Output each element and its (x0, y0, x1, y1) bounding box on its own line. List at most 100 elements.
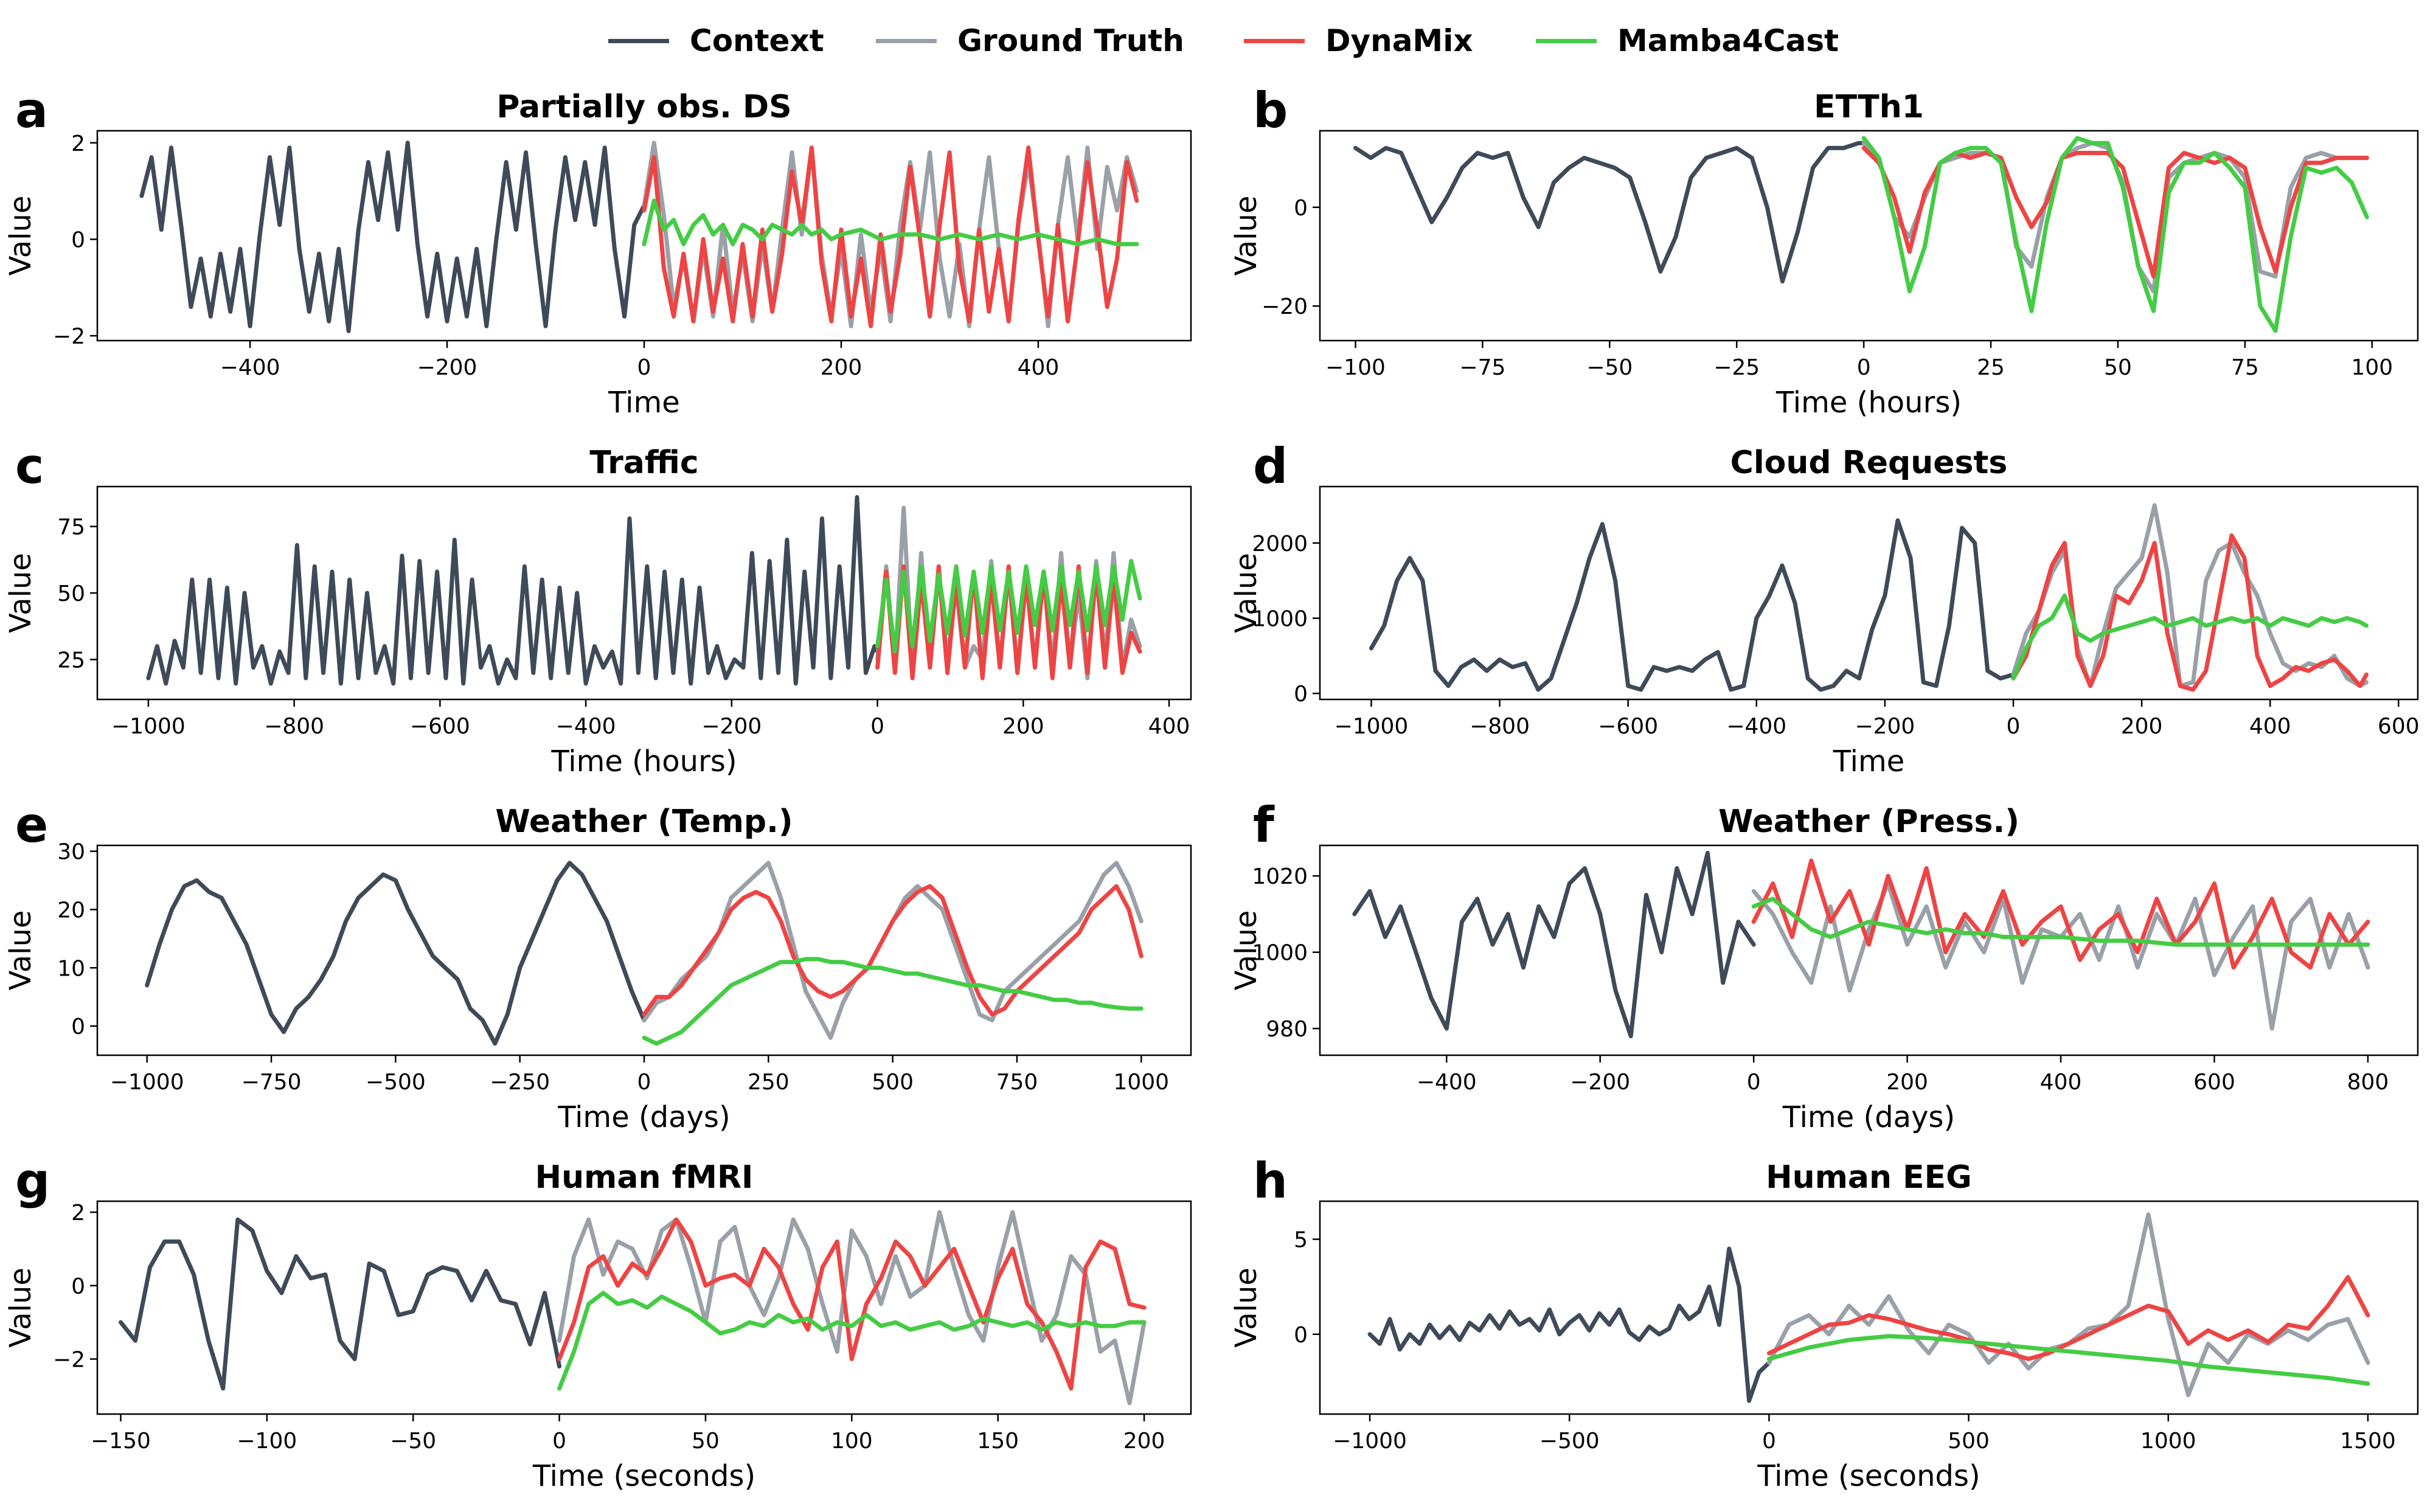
y-tick-label: 1020 (1252, 864, 1308, 889)
panel-title: Weather (Temp.) (495, 803, 793, 840)
y-tick-label: 0 (71, 1014, 85, 1039)
x-tick-label: −50 (390, 1429, 436, 1454)
x-tick-label: 25 (1977, 355, 2005, 380)
legend: Context Ground Truth DynaMix Mamba4Cast (0, 0, 2433, 79)
x-tick-label: 400 (2040, 1070, 2082, 1095)
legend-item-ground-truth: Ground Truth (876, 13, 1184, 68)
y-axis-label: Value (4, 910, 38, 991)
x-tick-label: 400 (2249, 714, 2291, 739)
x-tick-label: −400 (220, 355, 280, 380)
y-tick-label: 0 (1294, 1323, 1308, 1348)
x-axis-label: Time (seconds) (1757, 1459, 1980, 1493)
y-tick-label: 2 (71, 1201, 85, 1226)
series-line-mamba4cast (557, 1291, 1147, 1391)
panel-title: Cloud Requests (1730, 445, 2008, 481)
x-tick-label: 400 (1018, 355, 1060, 380)
x-tick-label: −200 (1855, 714, 1915, 739)
panel-letter: a (15, 82, 48, 139)
x-tick-label: 0 (637, 355, 651, 380)
x-tick-label: −500 (1539, 1429, 1600, 1454)
series-line-mamba4cast (1751, 896, 2370, 947)
x-tick-label: −600 (1598, 714, 1658, 739)
x-tick-label: 200 (2121, 714, 2163, 739)
panel-title: Weather (Press.) (1718, 803, 2019, 840)
legend-swatch-ground-truth (876, 38, 937, 43)
x-axis-label: Time (seconds) (532, 1459, 755, 1493)
series-line-ground-truth (642, 861, 1144, 1040)
x-tick-label: −1000 (110, 1070, 184, 1095)
x-tick-label: 0 (870, 714, 884, 739)
y-tick-label: 20 (57, 898, 85, 923)
x-tick-label: −250 (490, 1070, 550, 1095)
x-axis-label: Time (hours) (550, 744, 737, 779)
panel-c: c Traffic −1000 −800 −600 −400 −200 0 200 400 25 50… (4, 438, 1192, 779)
plot-frame (1319, 485, 2419, 701)
panel-title: Partially obs. DS (496, 89, 791, 125)
x-tick-label: 75 (2231, 355, 2259, 380)
panel-letter: g (15, 1153, 50, 1209)
series-line-context (1352, 851, 1756, 1039)
x-tick-label: 500 (1948, 1429, 1990, 1454)
panel-letter: c (15, 438, 44, 494)
y-tick-label: −20 (1262, 294, 1308, 319)
y-tick-label: 1000 (1252, 606, 1308, 631)
x-tick-label: −400 (556, 714, 616, 739)
y-tick-label: 10 (57, 956, 85, 981)
series-group (1352, 851, 2370, 1039)
series-line-dynamix (642, 145, 1139, 328)
series-line-context (1369, 518, 2016, 692)
panel-b: b ETTh1 −100 −75 −50 −25 0 25 50 75 100 −20 0 Time (h… (1229, 82, 2419, 420)
panel-d: d Cloud Requests −1000 −800 −600 −400 −200 0 200… (1229, 438, 2420, 779)
series-line-mamba4cast (642, 957, 1144, 1046)
x-tick-label: 0 (1747, 1070, 1761, 1095)
series-line-context (1367, 1246, 1771, 1403)
panel-a: a Partially obs. DS −400 −200 0 200 400 −2 0 2 Tim… (4, 82, 1192, 420)
panel-title: Human EEG (1766, 1159, 1972, 1196)
series-line-context (139, 140, 647, 333)
y-axis-label: Value (1229, 910, 1263, 991)
x-tick-label: −150 (91, 1429, 151, 1454)
plot-frame (96, 1200, 1192, 1415)
panel-title: ETTh1 (1814, 89, 1924, 125)
y-tick-label: 5 (1294, 1228, 1308, 1253)
series-line-mamba4cast (2011, 593, 2369, 681)
x-tick-label: 250 (748, 1070, 790, 1095)
x-tick-label: −100 (1325, 355, 1386, 380)
x-tick-label: −200 (417, 355, 477, 380)
x-tick-label: −100 (237, 1429, 297, 1454)
legend-label-mamba4cast: Mamba4Cast (1617, 23, 1839, 58)
panel-h: h Human EEG −1000 −500 0 500 1000 1500 0 5 Time (s… (1229, 1153, 2419, 1493)
x-tick-label: 200 (1002, 714, 1044, 739)
x-tick-label: 500 (872, 1070, 914, 1095)
x-tick-label: 750 (996, 1070, 1038, 1095)
y-axis-label: Value (4, 1268, 38, 1348)
x-tick-label: 600 (2193, 1070, 2235, 1095)
x-axis-label: Time (hours) (1775, 386, 1962, 420)
y-tick-label: 50 (57, 581, 85, 606)
x-tick-label: −500 (366, 1070, 426, 1095)
x-tick-label: 150 (977, 1429, 1019, 1454)
x-tick-label: 600 (2378, 714, 2420, 739)
plot-frame (1319, 1200, 2419, 1415)
series-group (139, 140, 1139, 333)
series-group (146, 495, 1142, 686)
legend-swatch-mamba4cast (1536, 38, 1597, 43)
series-line-dynamix (1766, 1275, 2370, 1361)
x-tick-label: −50 (1586, 355, 1633, 380)
series-line-dynamix (2011, 533, 2369, 692)
y-tick-label: −2 (53, 324, 85, 349)
x-tick-label: 50 (2104, 355, 2132, 380)
series-line-context (145, 861, 647, 1046)
x-tick-label: 200 (1886, 1070, 1928, 1095)
x-tick-label: −400 (1417, 1070, 1477, 1095)
x-tick-label: −25 (1713, 355, 1760, 380)
x-tick-label: 0 (637, 1070, 651, 1095)
series-group (1369, 503, 2369, 692)
series-line-context (146, 495, 880, 686)
plot-frame (96, 844, 1192, 1056)
y-axis-label: Value (4, 553, 38, 633)
legend-item-context: Context (608, 13, 824, 68)
series-line-ground-truth (1766, 1212, 2370, 1398)
y-tick-label: 0 (71, 1274, 85, 1299)
